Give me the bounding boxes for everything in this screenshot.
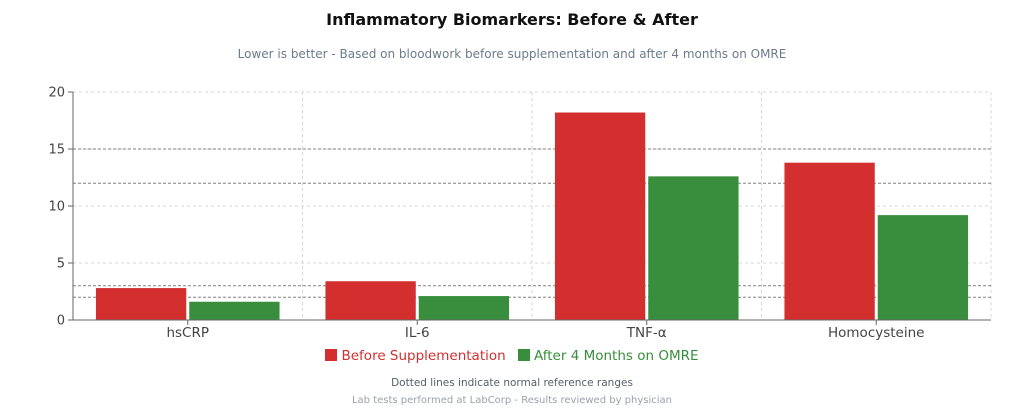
chart-credit: Lab tests performed at LabCorp - Results… <box>351 395 673 406</box>
bar-after <box>189 301 280 320</box>
y-tick-label: 0 <box>57 314 65 329</box>
legend-label-after: After 4 Months on OMRE <box>533 348 699 364</box>
bar-after <box>418 296 510 320</box>
y-tick-label: 15 <box>48 143 65 158</box>
x-tick-label: hsCRP <box>166 325 209 341</box>
bar-before <box>95 288 187 320</box>
y-tick-label: 20 <box>48 86 65 101</box>
chart-subtitle: Lower is better - Based on bloodwork bef… <box>237 47 787 61</box>
y-tick-label: 5 <box>57 257 65 272</box>
legend-item-before[interactable]: Before Supplementation <box>325 348 506 364</box>
chart-plot: 0 5 10 15 20 hsCRP IL-6 TNF-α Homocysteine <box>48 86 992 341</box>
legend-item-after[interactable]: After 4 Months on OMRE <box>517 348 699 364</box>
legend-swatch-after <box>517 349 530 361</box>
legend-label-before: Before Supplementation <box>341 348 506 364</box>
x-tick-label: Homocysteine <box>828 325 924 341</box>
chart-title: Inflammatory Biomarkers: Before & After <box>326 10 698 29</box>
y-tick-label: 10 <box>48 200 65 215</box>
bar-after <box>648 176 739 320</box>
legend-swatch-before <box>325 349 338 361</box>
chart-footnote: Dotted lines indicate normal reference r… <box>391 377 633 389</box>
bar-before <box>784 162 875 320</box>
x-tick-label: TNF-α <box>626 325 667 341</box>
bar-before <box>325 281 416 320</box>
bar-after <box>877 215 969 320</box>
bar-before <box>554 112 646 321</box>
x-tick-label: IL-6 <box>405 325 430 341</box>
chart-legend: Before Supplementation After 4 Months on… <box>0 348 1024 364</box>
